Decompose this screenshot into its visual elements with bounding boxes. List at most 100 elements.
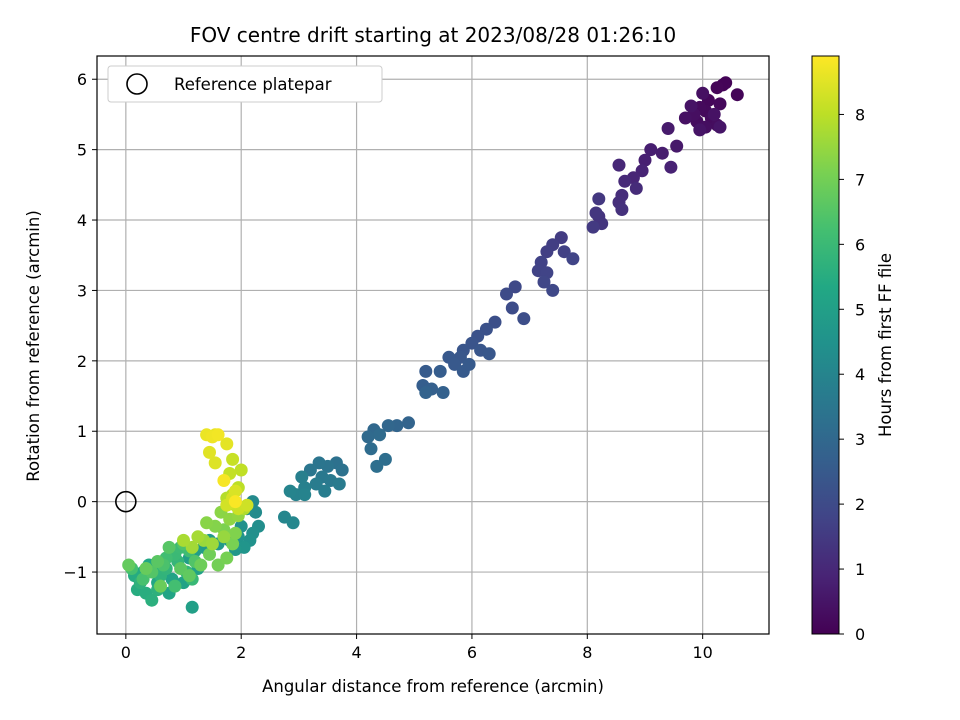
data-point (200, 516, 214, 530)
data-point (465, 336, 479, 350)
data-point (194, 558, 208, 572)
data-point (462, 357, 476, 371)
data-point (303, 463, 317, 477)
data-point (638, 153, 652, 167)
data-point (618, 174, 632, 188)
data-point (228, 526, 242, 540)
data-point (283, 484, 297, 498)
colorbar-tick-label: 2 (855, 495, 865, 514)
data-point (644, 143, 658, 157)
data-point (713, 120, 727, 134)
data-point (554, 231, 568, 245)
legend-marker-icon (126, 73, 148, 95)
data-point (154, 579, 167, 593)
data-point (177, 533, 190, 547)
data-point (226, 537, 240, 551)
colorbar-gradient (811, 55, 840, 635)
x-tick-label: 4 (351, 643, 361, 662)
data-point (220, 551, 234, 565)
chart-title: FOV centre drift starting at 2023/08/28 … (190, 23, 676, 47)
data-point (500, 287, 513, 301)
data-point (174, 562, 188, 575)
x-tick-label: 0 (121, 643, 131, 662)
data-point (162, 540, 176, 554)
data-point (203, 547, 216, 561)
data-point (488, 315, 502, 329)
data-point (664, 160, 678, 174)
x-tick-label: 2 (236, 643, 246, 662)
data-point (203, 445, 216, 459)
data-point (629, 181, 643, 195)
data-point (136, 572, 150, 586)
data-point (228, 495, 242, 509)
data-point (211, 428, 225, 442)
data-point (589, 206, 603, 220)
data-point (537, 275, 551, 289)
data-point (696, 86, 710, 100)
data-point (208, 456, 222, 470)
y-tick-label: 4 (77, 211, 87, 230)
data-point (378, 452, 392, 466)
data-point (364, 442, 378, 456)
data-point (373, 428, 387, 442)
data-point (191, 530, 205, 544)
data-point (139, 562, 153, 575)
data-point (332, 477, 346, 491)
data-point (635, 164, 649, 178)
data-point (419, 386, 433, 399)
y-tick-label: −1 (63, 563, 87, 582)
x-tick-label: 8 (582, 643, 592, 662)
colorbar-tick-label: 4 (855, 365, 865, 384)
data-point (234, 463, 248, 477)
data-point (211, 558, 225, 572)
y-tick-label: 3 (77, 281, 87, 300)
data-point (217, 474, 231, 487)
data-point (684, 99, 698, 113)
legend-box (107, 65, 383, 103)
data-point (612, 158, 626, 172)
data-point (713, 97, 727, 111)
data-point (517, 312, 531, 326)
colorbar-tick-label: 8 (855, 105, 865, 124)
data-point (730, 88, 744, 102)
y-tick-label: 6 (77, 70, 87, 89)
data-point (220, 437, 234, 451)
y-tick-label: 1 (77, 422, 87, 441)
data-point (228, 484, 242, 498)
data-point (540, 245, 554, 259)
colorbar: 0 1 2 3 4 5 6 7 8 Hours from first FF file (811, 55, 895, 644)
data-point (185, 540, 199, 554)
data-point (615, 203, 629, 216)
data-point (226, 452, 240, 466)
data-point (335, 463, 349, 477)
colorbar-tick-label: 1 (855, 560, 865, 579)
data-point (151, 555, 165, 568)
data-point (436, 386, 450, 399)
data-point (546, 283, 560, 297)
data-point (482, 347, 496, 361)
data-point (295, 470, 309, 484)
data-point (566, 252, 580, 266)
data-point (286, 516, 300, 530)
data-point (185, 600, 199, 614)
data-point (309, 477, 323, 491)
y-tick-label: 0 (77, 493, 87, 512)
data-point (710, 81, 724, 95)
data-point (298, 488, 312, 502)
data-point (448, 357, 462, 371)
data-point (661, 122, 675, 135)
data-point (419, 364, 433, 378)
data-point (505, 301, 519, 315)
legend: Reference platepar (107, 65, 383, 103)
data-point (655, 146, 669, 160)
reference-point (115, 490, 137, 513)
data-point (182, 569, 196, 583)
y-tick-label: 2 (77, 352, 87, 371)
data-point (381, 419, 395, 433)
data-points (115, 76, 744, 614)
data-point (205, 537, 219, 551)
data-point (145, 593, 159, 607)
data-point (312, 456, 326, 470)
data-point (693, 123, 707, 137)
